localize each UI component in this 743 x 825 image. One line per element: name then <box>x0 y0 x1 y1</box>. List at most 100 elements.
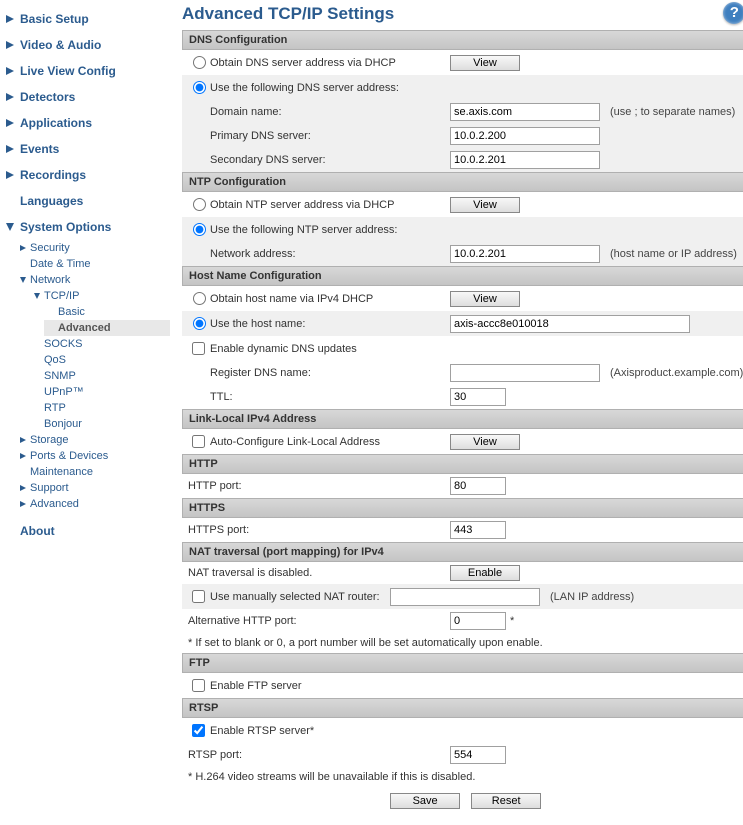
ntp-view-button[interactable]: View <box>450 197 520 213</box>
rtsp-port-label: RTSP port: <box>188 749 450 761</box>
chevron-right-icon <box>6 145 14 153</box>
rtsp-port-input[interactable] <box>450 746 506 764</box>
http-port-label: HTTP port: <box>188 480 450 492</box>
sub-bonjour[interactable]: Bonjour <box>30 416 170 432</box>
host-view-button[interactable]: View <box>450 291 520 307</box>
sub-security[interactable]: Security <box>16 240 170 256</box>
nav-applications[interactable]: Applications <box>2 110 170 136</box>
sub-label: UPnP™ <box>44 386 84 398</box>
nav-label: About <box>20 524 55 538</box>
dns-manual-radio[interactable] <box>193 81 206 94</box>
dyn-dns-checkbox[interactable] <box>192 342 205 355</box>
sub-network[interactable]: Network <box>16 272 170 288</box>
ntp-addr-hint: (host name or IP address) <box>610 248 737 260</box>
nav-label: Video & Audio <box>20 38 101 52</box>
chevron-right-icon <box>6 171 14 179</box>
nat-footnote: * If set to blank or 0, a port number wi… <box>182 633 743 653</box>
nav-live-view[interactable]: Live View Config <box>2 58 170 84</box>
help-icon[interactable]: ? <box>723 2 743 24</box>
host-dhcp-radio[interactable] <box>193 292 206 305</box>
sub-qos[interactable]: QoS <box>30 352 170 368</box>
dns-header: DNS Configuration <box>182 30 743 50</box>
https-header: HTTPS <box>182 498 743 518</box>
chevron-right-icon <box>6 119 14 127</box>
https-port-label: HTTPS port: <box>188 524 450 536</box>
nat-manual-input[interactable] <box>390 588 540 606</box>
sub-datetime[interactable]: Date & Time <box>16 256 170 272</box>
domain-name-input[interactable] <box>450 103 600 121</box>
sub-rtp[interactable]: RTP <box>30 400 170 416</box>
primary-dns-label: Primary DNS server: <box>210 130 450 142</box>
secondary-dns-label: Secondary DNS server: <box>210 154 450 166</box>
ntp-manual-radio[interactable] <box>193 223 206 236</box>
dns-manual-label: Use the following DNS server address: <box>210 82 450 94</box>
secondary-dns-input[interactable] <box>450 151 600 169</box>
chevron-right-icon <box>20 245 26 251</box>
dyn-dns-label: Enable dynamic DNS updates <box>210 343 450 355</box>
rtsp-checkbox[interactable] <box>192 724 205 737</box>
nav-system-options[interactable]: System Options <box>2 214 170 240</box>
chevron-down-icon <box>6 223 14 231</box>
nav-basic-setup[interactable]: Basic Setup <box>2 6 170 32</box>
host-dhcp-label: Obtain host name via IPv4 DHCP <box>210 293 450 305</box>
host-header: Host Name Configuration <box>182 266 743 286</box>
dns-dhcp-radio[interactable] <box>193 56 206 69</box>
nat-alt-input[interactable] <box>450 612 506 630</box>
sub-socks[interactable]: SOCKS <box>30 336 170 352</box>
sub-ports[interactable]: Ports & Devices <box>16 448 170 464</box>
sub-upnp[interactable]: UPnP™ <box>30 384 170 400</box>
chevron-right-icon <box>6 41 14 49</box>
dns-view-button[interactable]: View <box>450 55 520 71</box>
sub-label: Advanced <box>58 322 111 334</box>
nav-languages[interactable]: Languages <box>2 188 170 214</box>
sub-label: Security <box>30 242 70 254</box>
dns-dhcp-label: Obtain DNS server address via DHCP <box>210 57 450 69</box>
nav-video-audio[interactable]: Video & Audio <box>2 32 170 58</box>
nav-detectors[interactable]: Detectors <box>2 84 170 110</box>
chevron-right-icon <box>6 15 14 23</box>
nat-header: NAT traversal (port mapping) for IPv4 <box>182 542 743 562</box>
nav-label: Languages <box>20 194 83 208</box>
chevron-right-icon <box>20 485 26 491</box>
nav-label: Live View Config <box>20 64 116 78</box>
https-port-input[interactable] <box>450 521 506 539</box>
reg-dns-label: Register DNS name: <box>210 367 450 379</box>
sub-advanced[interactable]: Advanced <box>16 496 170 512</box>
ftp-checkbox[interactable] <box>192 679 205 692</box>
sub-support[interactable]: Support <box>16 480 170 496</box>
nav-about[interactable]: About <box>2 518 170 544</box>
http-header: HTTP <box>182 454 743 474</box>
ttl-label: TTL: <box>210 391 450 403</box>
sub-maintenance[interactable]: Maintenance <box>16 464 170 480</box>
sub-label: RTP <box>44 402 66 414</box>
primary-dns-input[interactable] <box>450 127 600 145</box>
linklocal-checkbox[interactable] <box>192 435 205 448</box>
sub-label: QoS <box>44 354 66 366</box>
ntp-dhcp-radio[interactable] <box>193 198 206 211</box>
chevron-right-icon <box>20 453 26 459</box>
nav-recordings[interactable]: Recordings <box>2 162 170 188</box>
main-content: ? Advanced TCP/IP Settings DNS Configura… <box>174 0 743 825</box>
nat-enable-button[interactable]: Enable <box>450 565 520 581</box>
sub-tcpip-basic[interactable]: Basic <box>44 304 170 320</box>
sub-snmp[interactable]: SNMP <box>30 368 170 384</box>
nat-manual-checkbox[interactable] <box>192 590 205 603</box>
linklocal-view-button[interactable]: View <box>450 434 520 450</box>
linklocal-label: Auto-Configure Link-Local Address <box>210 436 450 448</box>
ttl-input[interactable] <box>450 388 506 406</box>
http-port-input[interactable] <box>450 477 506 495</box>
sub-label: Bonjour <box>44 418 82 430</box>
nav-label: Events <box>20 142 59 156</box>
nav-events[interactable]: Events <box>2 136 170 162</box>
rtsp-header: RTSP <box>182 698 743 718</box>
rtsp-footnote: * H.264 video streams will be unavailabl… <box>182 767 743 787</box>
hostname-input[interactable] <box>450 315 690 333</box>
linklocal-header: Link-Local IPv4 Address <box>182 409 743 429</box>
ntp-addr-input[interactable] <box>450 245 600 263</box>
sub-storage[interactable]: Storage <box>16 432 170 448</box>
reg-dns-input[interactable] <box>450 364 600 382</box>
sub-tcpip-advanced[interactable]: Advanced <box>44 320 170 336</box>
nav-label: Applications <box>20 116 92 130</box>
host-manual-radio[interactable] <box>193 317 206 330</box>
sub-tcpip[interactable]: TCP/IP <box>30 288 170 304</box>
